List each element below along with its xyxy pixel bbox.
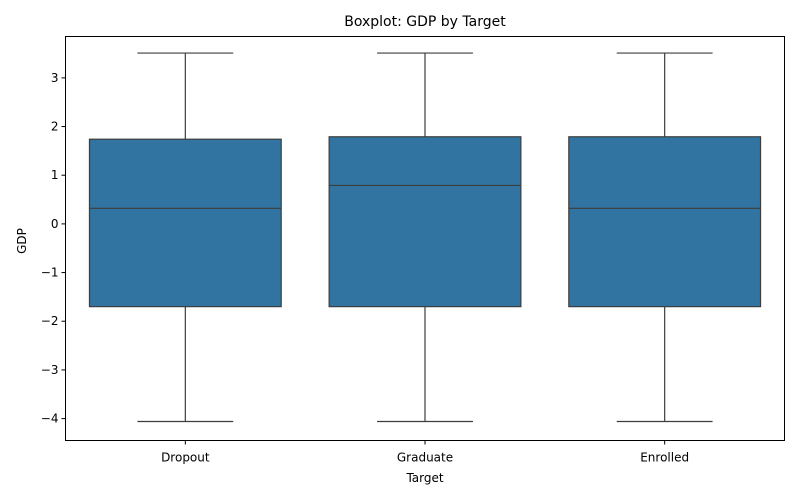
y-tick-label: −2 [41,314,59,328]
plot-frame [65,36,785,441]
x-axis-label: Target [405,471,443,485]
x-tick-label: Graduate [397,451,453,465]
y-tick-label: 2 [51,120,59,134]
x-tick-label: Dropout [161,451,210,465]
y-tick-label: 1 [51,168,59,182]
y-tick-label: −1 [41,266,59,280]
y-axis-label: GDP [15,228,29,254]
box-graduate [328,136,522,308]
box-enrolled [568,136,762,308]
box-dropout [88,138,282,308]
chart-title: Boxplot: GDP by Target [344,14,506,30]
y-tick-label: −4 [41,412,59,426]
y-tick-label: 3 [51,71,59,85]
y-tick-label: −3 [41,363,59,377]
chart-marks: −4 −3 −2 −1 0 1 2 3 Dropout Graduate Enrolled [41,52,762,465]
x-tick-label: Enrolled [640,451,689,465]
y-tick-label: 0 [51,217,59,231]
